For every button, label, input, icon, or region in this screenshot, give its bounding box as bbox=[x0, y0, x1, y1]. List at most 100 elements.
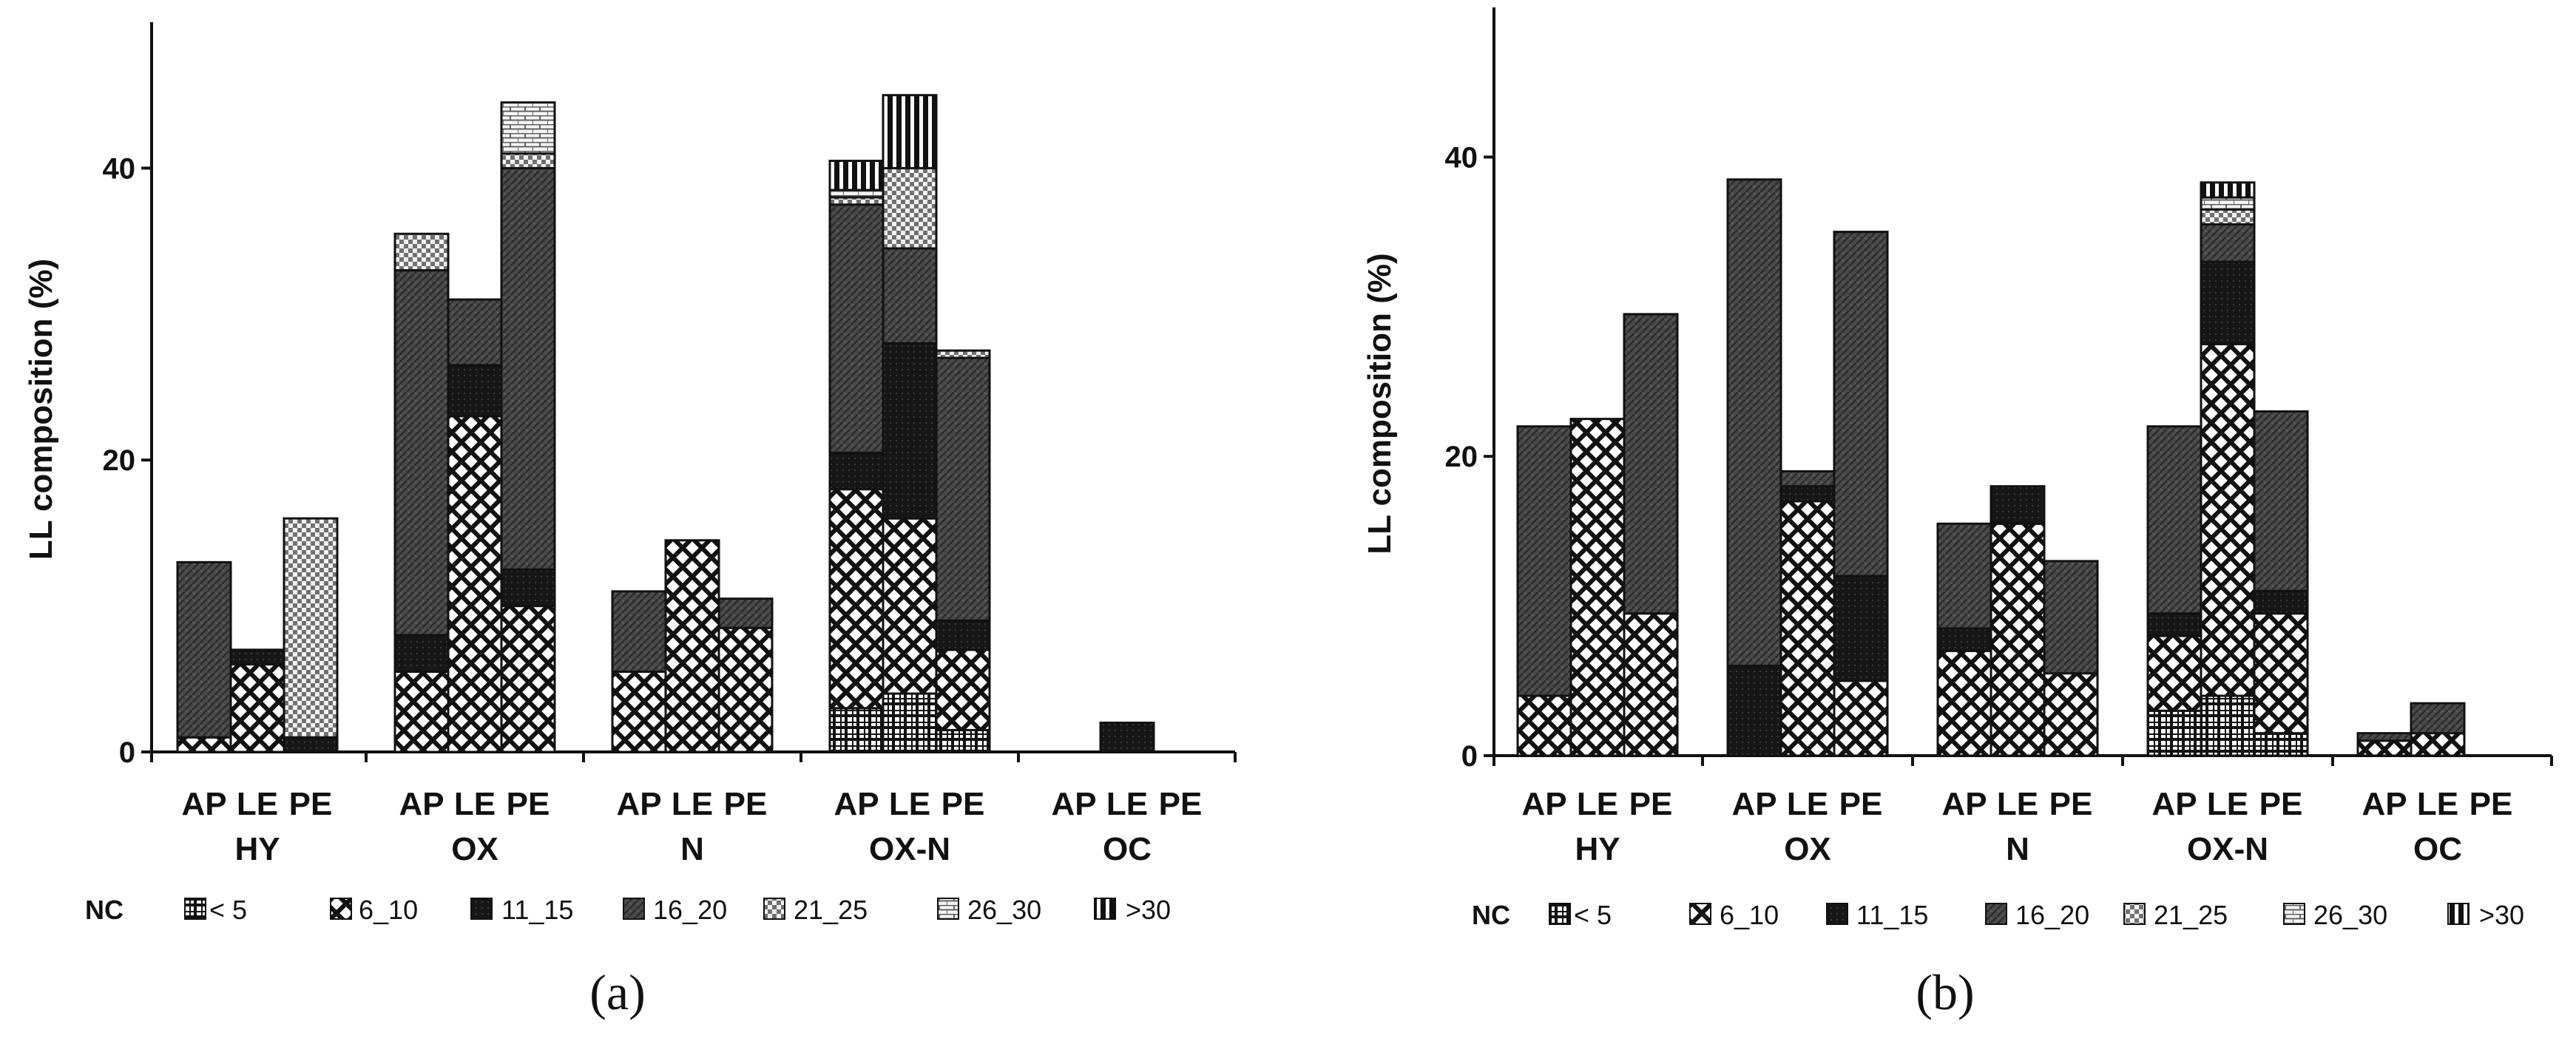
bar-segment bbox=[882, 342, 938, 520]
bar-segment bbox=[2253, 612, 2309, 735]
legend-entry: < 5 bbox=[209, 895, 247, 925]
bar-segment bbox=[828, 707, 885, 753]
bar-segment bbox=[935, 648, 991, 731]
legend-marker bbox=[1826, 903, 1848, 925]
legend-entry: 11_15 bbox=[1856, 900, 1928, 930]
legend-marker bbox=[623, 898, 645, 920]
legend-entry: >30 bbox=[2479, 900, 2524, 930]
category-label: AP bbox=[1051, 786, 1096, 822]
category-label: AP bbox=[181, 786, 226, 822]
category-label: PE bbox=[2049, 786, 2093, 822]
bar-segment bbox=[882, 517, 938, 695]
bar-segment bbox=[2253, 732, 2309, 757]
bar-segment bbox=[828, 451, 885, 491]
bar-segment bbox=[1623, 612, 1679, 757]
bar-segment bbox=[1779, 485, 1836, 503]
bar-segment bbox=[828, 203, 885, 454]
y-axis-label: LL composition (%) bbox=[23, 259, 59, 560]
bar-segment bbox=[1516, 694, 1572, 757]
bar-segment bbox=[2146, 425, 2203, 615]
bar-segment bbox=[717, 626, 774, 753]
legend-title: NC bbox=[85, 895, 124, 925]
group-label: HY bbox=[1575, 831, 1620, 867]
legend-marker bbox=[1689, 903, 1711, 925]
group-label: OC bbox=[2413, 831, 2462, 867]
bar-segment bbox=[393, 269, 450, 637]
bar-segment bbox=[393, 232, 450, 272]
bar-segment bbox=[882, 94, 938, 169]
bar-segment bbox=[2410, 732, 2466, 757]
bar-segment bbox=[1936, 649, 1992, 757]
category-label: LE bbox=[2207, 786, 2248, 822]
bar-segment bbox=[2253, 410, 2309, 592]
legend-entry: 21_25 bbox=[2154, 900, 2228, 930]
category-label: LE bbox=[1997, 786, 2038, 822]
bar-segment bbox=[1623, 313, 1679, 615]
category-label: LE bbox=[237, 786, 278, 822]
bar-segment bbox=[2200, 223, 2256, 263]
group-label: N bbox=[2006, 831, 2029, 867]
legend-marker bbox=[2447, 903, 2469, 925]
bar-segment bbox=[500, 568, 556, 608]
bar-segment bbox=[2253, 589, 2309, 615]
bar-segment bbox=[1990, 485, 2046, 525]
category-label: LE bbox=[889, 786, 930, 822]
legend-marker bbox=[1549, 903, 1571, 925]
bar-segment bbox=[500, 101, 556, 155]
bar-segment bbox=[447, 364, 503, 418]
category-label: AP bbox=[1521, 786, 1566, 822]
bar-segment bbox=[882, 692, 938, 753]
category-label: PE bbox=[1839, 786, 1883, 822]
bar-segment bbox=[2043, 560, 2099, 675]
legend-marker bbox=[763, 898, 785, 920]
bar-segment bbox=[1779, 500, 1836, 757]
bar-segment bbox=[283, 517, 339, 739]
bar-segment bbox=[1516, 425, 1572, 697]
category-label: LE bbox=[2417, 786, 2458, 822]
panel-label: (b) bbox=[1916, 964, 1974, 1020]
bar-segment bbox=[611, 590, 667, 673]
bar-segment bbox=[2146, 634, 2203, 712]
group-label: OX bbox=[1784, 831, 1831, 867]
category-label: AP bbox=[399, 786, 444, 822]
bar-segment bbox=[229, 663, 285, 753]
legend-entry: 6_10 bbox=[359, 895, 418, 925]
bar-segment bbox=[935, 728, 991, 753]
legend-entry: 16_20 bbox=[653, 895, 727, 925]
bar-segment bbox=[2200, 342, 2256, 697]
bar-segment bbox=[935, 349, 991, 359]
bar-segment bbox=[176, 560, 232, 739]
category-label: LE bbox=[672, 786, 713, 822]
bar-segment bbox=[2200, 208, 2256, 226]
legend-entry: 26_30 bbox=[2313, 900, 2387, 930]
category-label: AP bbox=[616, 786, 661, 822]
bar-segment bbox=[176, 736, 232, 753]
bar-segment bbox=[882, 166, 938, 250]
category-label: AP bbox=[1731, 786, 1777, 822]
legend-entry: 26_30 bbox=[967, 895, 1041, 925]
bar-segment bbox=[1833, 574, 1889, 682]
category-label: LE bbox=[1577, 786, 1618, 822]
category-label: PE bbox=[724, 786, 768, 822]
chart-panel-a: 0 20 40 LL composition (%) AP LE PE AP LE PE AP LE P… bbox=[23, 22, 1237, 1020]
y-tick-label: 40 bbox=[103, 152, 136, 185]
bar-segment bbox=[283, 736, 339, 753]
legend-entry: >30 bbox=[1126, 895, 1171, 925]
y-tick-label: 40 bbox=[1445, 141, 1478, 174]
bar-segment bbox=[1936, 627, 1992, 652]
group-label: HY bbox=[234, 831, 280, 867]
bar-segment bbox=[2200, 694, 2256, 757]
bar-segment bbox=[611, 670, 667, 753]
y-axis-label: LL composition (%) bbox=[1362, 253, 1398, 554]
category-label: PE bbox=[1159, 786, 1203, 822]
bar-segment bbox=[935, 619, 991, 651]
legend-marker bbox=[2283, 903, 2305, 925]
bar-segment bbox=[2200, 181, 2256, 199]
bar-segment bbox=[828, 488, 885, 710]
y-tick-label: 20 bbox=[103, 444, 136, 477]
bar-segment bbox=[1099, 722, 1155, 753]
legend-marker bbox=[470, 898, 493, 920]
legend-entry: 16_20 bbox=[2015, 900, 2089, 930]
bar-segment bbox=[2146, 612, 2203, 637]
